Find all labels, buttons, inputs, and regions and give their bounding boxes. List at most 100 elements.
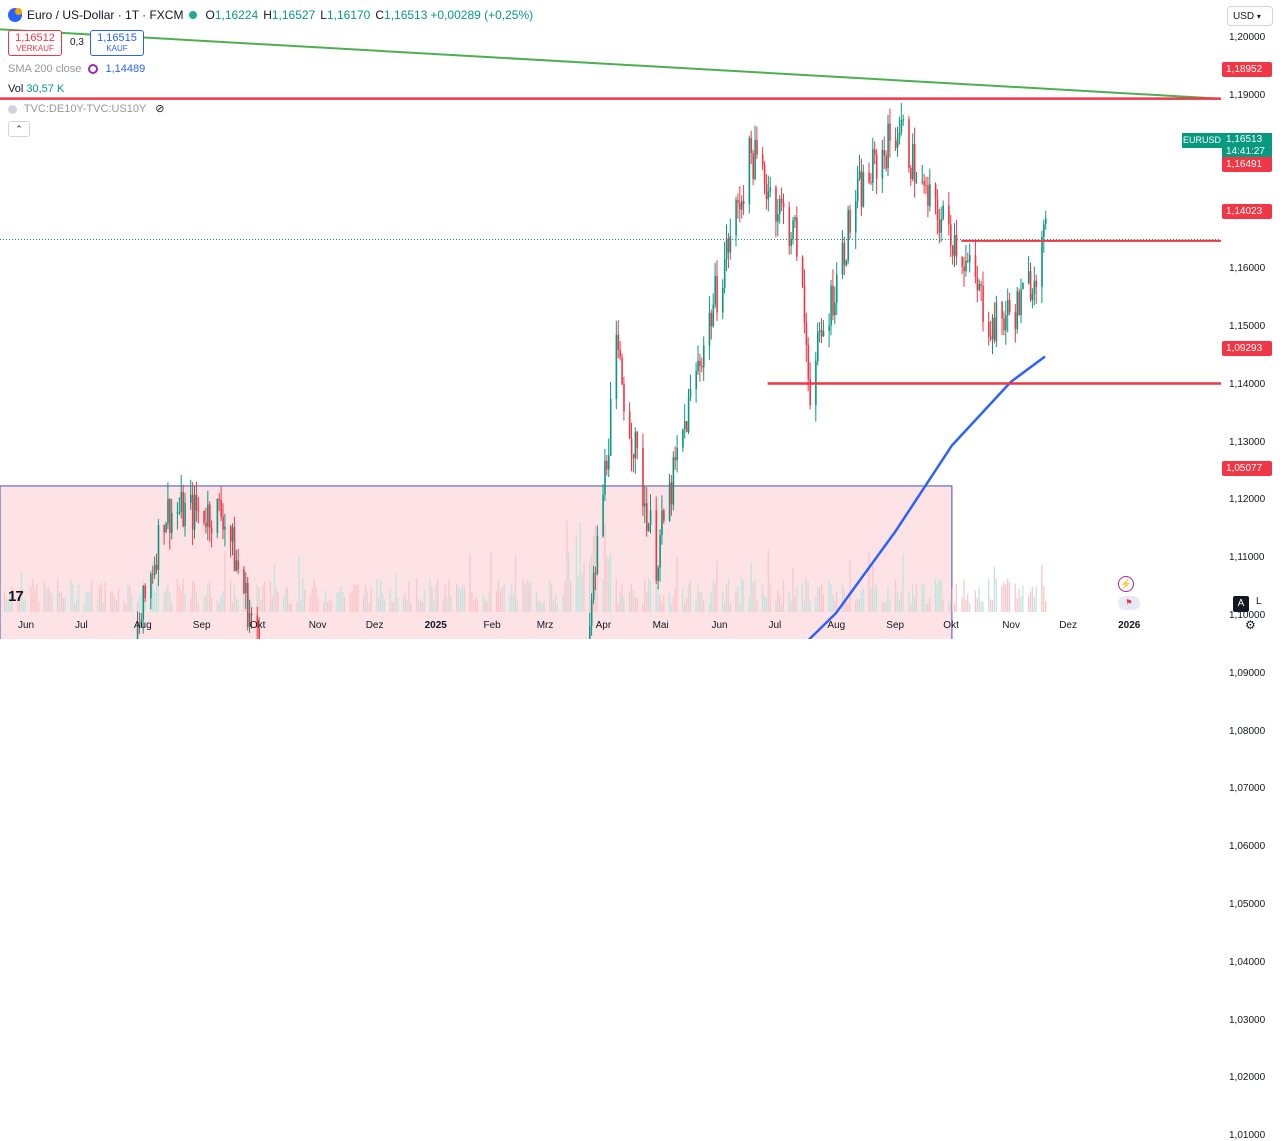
volume-bar bbox=[780, 603, 783, 612]
candle-body bbox=[843, 242, 846, 266]
volume-bar bbox=[710, 591, 712, 612]
volume-bar bbox=[1045, 601, 1047, 612]
volume-bar bbox=[260, 600, 262, 612]
volume-bar bbox=[110, 591, 112, 612]
volume-bar bbox=[674, 586, 676, 612]
volume-bar bbox=[522, 578, 524, 612]
lightning-icon[interactable]: ⚡ bbox=[1118, 576, 1134, 592]
candle-body bbox=[820, 330, 823, 337]
volume-bar bbox=[406, 600, 408, 612]
candle-body bbox=[655, 510, 658, 581]
volume-bar bbox=[777, 589, 779, 612]
volume-bar bbox=[446, 597, 448, 612]
volume-bar bbox=[285, 589, 287, 612]
candle-body bbox=[874, 149, 876, 155]
volume-bar bbox=[634, 597, 636, 612]
candle-body bbox=[672, 457, 675, 505]
candle-body bbox=[248, 613, 251, 628]
candle-body bbox=[163, 525, 165, 533]
volume-bar bbox=[7, 601, 9, 612]
volume-bar bbox=[790, 601, 792, 612]
sma-settings-icon[interactable] bbox=[88, 64, 99, 75]
price-axis[interactable] bbox=[1221, 0, 1280, 612]
volume-bar bbox=[989, 599, 992, 612]
candle-body bbox=[233, 527, 236, 571]
candle-body bbox=[775, 187, 777, 222]
candle-body bbox=[235, 560, 238, 571]
candle-body bbox=[1022, 283, 1024, 290]
candle-body bbox=[818, 330, 821, 333]
volume-bar bbox=[311, 587, 313, 612]
volume-bar bbox=[433, 600, 435, 612]
hidden-eye-icon[interactable]: ⊘ bbox=[155, 103, 165, 115]
currency-selector[interactable]: USD ▾ bbox=[1227, 6, 1273, 26]
candle-body bbox=[870, 182, 872, 184]
events-flag-icon[interactable]: ⚑ bbox=[1118, 596, 1140, 610]
candle-body bbox=[988, 321, 990, 337]
volume-bar bbox=[153, 593, 156, 612]
volume-bar bbox=[670, 603, 672, 612]
tradingview-logo[interactable]: 17 bbox=[8, 588, 24, 605]
volume-bar bbox=[11, 586, 13, 612]
auto-scale-button[interactable]: A bbox=[1233, 596, 1249, 612]
candle-body bbox=[885, 155, 887, 169]
gear-icon[interactable]: ⚙ bbox=[1245, 618, 1256, 632]
spread-indicator-legend[interactable]: TVC:DE10Y-TVC:US10Y ⊘ bbox=[8, 102, 164, 115]
candle-body bbox=[169, 499, 171, 533]
volume-bar bbox=[834, 600, 836, 612]
candle-body bbox=[590, 599, 593, 626]
collapse-legend-button[interactable]: ⌃ bbox=[8, 121, 30, 137]
volume-bar bbox=[456, 584, 458, 612]
candle-body bbox=[938, 219, 941, 233]
volume-bar bbox=[796, 586, 798, 612]
candle-body bbox=[157, 525, 160, 570]
volume-bar bbox=[178, 586, 180, 612]
symbol-tag: EURUSD bbox=[1182, 133, 1222, 148]
log-scale-button[interactable]: L bbox=[1256, 596, 1262, 607]
volume-bar bbox=[748, 597, 750, 612]
volume-indicator-legend[interactable]: Vol 30,57 K bbox=[8, 83, 64, 95]
time-tick: Aug bbox=[827, 620, 846, 631]
volume-bar bbox=[708, 603, 710, 612]
volume-bar bbox=[184, 593, 186, 612]
volume-bar bbox=[642, 603, 644, 612]
volume-bar bbox=[927, 603, 929, 612]
sell-button[interactable]: 1,16512 VERKAUF bbox=[8, 30, 62, 56]
buy-button[interactable]: 1,16515 KAUF bbox=[90, 30, 144, 56]
volume-bar bbox=[300, 599, 302, 612]
candle-body bbox=[822, 330, 825, 337]
volume-bar bbox=[450, 595, 452, 612]
volume-bar bbox=[36, 583, 38, 612]
volume-bar bbox=[298, 556, 300, 612]
volume-bar bbox=[689, 581, 691, 612]
spread-value: 0,3 bbox=[70, 37, 84, 48]
sma-indicator-legend[interactable]: SMA 200 close 1,14489 bbox=[8, 63, 145, 75]
candle-body bbox=[953, 234, 956, 256]
symbol-title[interactable]: Euro / US-Dollar · 1T · FXCM bbox=[27, 8, 184, 22]
volume-bar bbox=[418, 598, 420, 612]
candle-body bbox=[847, 209, 849, 261]
sma-200-line bbox=[807, 355, 1046, 639]
volume-bar bbox=[682, 587, 684, 612]
price-tick: 1,10000 bbox=[1229, 610, 1266, 621]
price-tick: 1,11000 bbox=[1229, 552, 1265, 564]
price-tick: 1,08000 bbox=[1229, 725, 1266, 737]
candle-body bbox=[1008, 300, 1011, 313]
volume-bar bbox=[233, 585, 235, 612]
candle-body bbox=[1014, 312, 1017, 330]
candle-body bbox=[777, 213, 779, 222]
candle-body bbox=[229, 526, 232, 542]
price-chart[interactable] bbox=[0, 0, 1280, 639]
volume-bar bbox=[820, 583, 823, 612]
volume-bar bbox=[309, 595, 311, 612]
volume-bar bbox=[224, 550, 226, 612]
volume-bar bbox=[661, 601, 663, 612]
volume-bar bbox=[763, 594, 766, 612]
volume-bar bbox=[484, 599, 486, 612]
volume-bar bbox=[1027, 596, 1030, 612]
last-price: 1,16513 bbox=[1226, 134, 1263, 145]
volume-bar bbox=[191, 580, 194, 612]
volume-bar bbox=[556, 603, 558, 612]
volume-bar bbox=[967, 593, 969, 612]
bar-countdown: 14:41:27 bbox=[1226, 146, 1265, 157]
